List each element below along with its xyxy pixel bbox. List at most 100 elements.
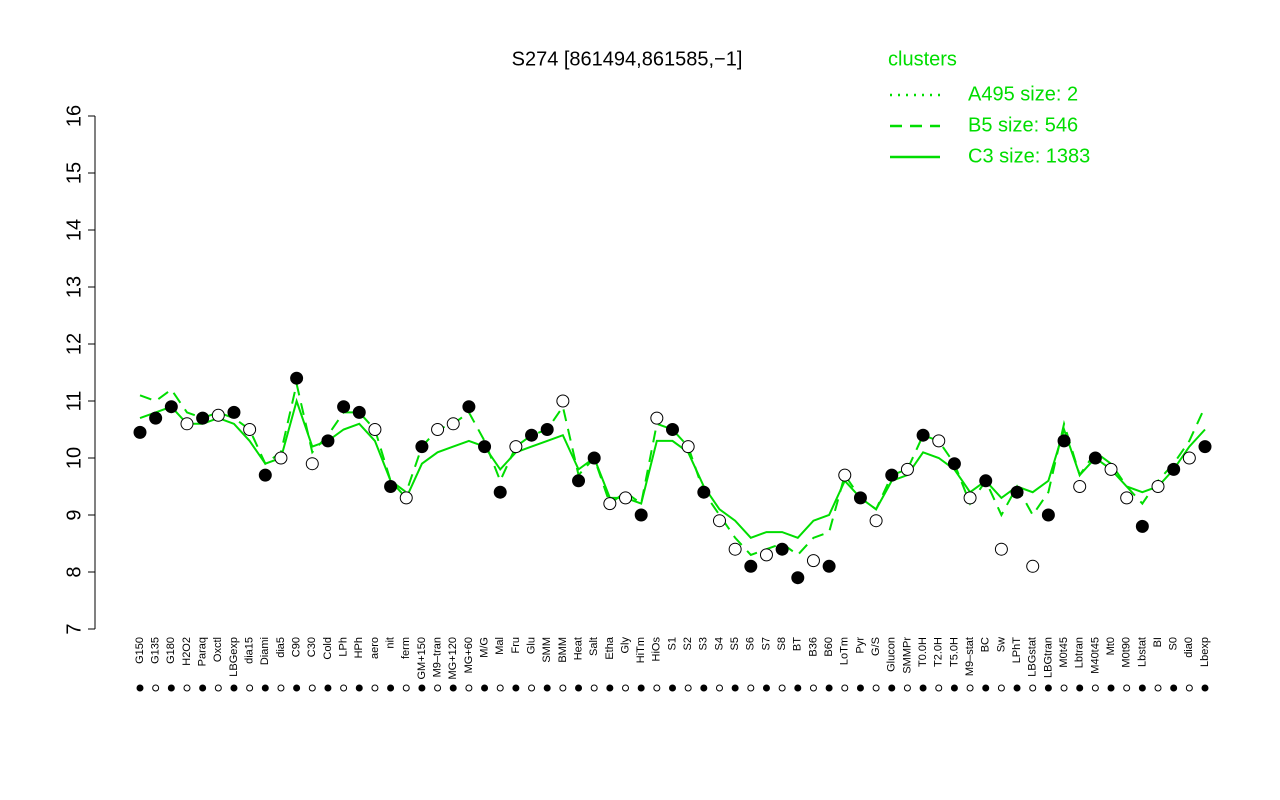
x-tick-dot [1107, 684, 1115, 692]
data-point [525, 428, 539, 442]
y-tick-label: 11 [63, 391, 85, 412]
x-tick-dot [575, 684, 583, 692]
x-tick-label: aero [369, 637, 381, 659]
data-point [556, 394, 570, 408]
x-tick-dot [684, 684, 692, 692]
data-point [1057, 434, 1071, 448]
data-point [1026, 559, 1040, 573]
x-tick-label: S3 [698, 637, 710, 650]
x-tick-label: LPh [338, 637, 350, 657]
x-tick-label: Mal [494, 637, 506, 655]
data-point [509, 440, 523, 454]
data-point [603, 497, 617, 511]
x-tick-label: Lbstat [1136, 637, 1148, 667]
x-tick-dot [246, 684, 254, 692]
x-tick-dot [637, 684, 645, 692]
x-tick-label: dia5 [275, 637, 287, 658]
data-point [853, 491, 867, 505]
x-tick-label: G/S [870, 637, 882, 656]
x-tick-label: M0t90 [1121, 637, 1133, 668]
y-tick-label: 7 [63, 623, 85, 634]
x-tick-label: Sw [995, 637, 1007, 652]
x-tick-label: MG+120 [447, 637, 459, 680]
x-tick-label: G150 [134, 637, 146, 664]
data-point [666, 423, 679, 436]
x-tick-dot [512, 684, 520, 692]
chart-title: S274 [861494,861585,−1] [512, 48, 743, 70]
x-tick-dot [402, 684, 410, 692]
x-tick-label: H2O2 [181, 637, 193, 666]
data-point [947, 457, 961, 471]
x-tick-dot [825, 684, 833, 692]
x-tick-dot [731, 684, 739, 692]
x-tick-label: M/G [478, 637, 490, 658]
x-tick-dot [1123, 684, 1131, 692]
x-tick-label: S1 [666, 637, 678, 650]
data-point [415, 440, 429, 454]
x-tick-dot [496, 684, 504, 692]
data-point [1151, 480, 1165, 493]
data-point [712, 514, 726, 528]
x-tick-dot [199, 684, 207, 692]
x-tick-dot [1029, 684, 1037, 692]
x-tick-label: S0 [1168, 637, 1180, 650]
x-tick-dot [888, 684, 896, 692]
x-tick-dot [809, 684, 817, 692]
x-tick-label: M9–stat [964, 637, 976, 676]
data-point [994, 542, 1008, 556]
x-tick-label: Etha [604, 636, 616, 660]
data-point [1120, 491, 1134, 505]
data-point [1041, 508, 1055, 522]
x-tick-label: HiOs [651, 637, 663, 662]
data-point [885, 468, 899, 482]
data-point [196, 411, 210, 425]
data-point [258, 468, 272, 482]
x-tick-dot [1138, 684, 1146, 692]
y-tick-label: 16 [63, 105, 85, 127]
data-point [337, 400, 351, 414]
x-tick-dot [214, 684, 222, 692]
x-tick-label: G180 [165, 637, 177, 664]
x-tick-dot [465, 684, 473, 692]
y-tick-label: 13 [63, 276, 85, 298]
y-tick-label: 9 [63, 509, 85, 520]
x-tick-dot [152, 684, 160, 692]
data-point [352, 405, 366, 419]
x-tick-dot [982, 684, 990, 692]
x-tick-dot [700, 684, 708, 692]
data-point [572, 474, 586, 488]
y-tick-label: 10 [63, 447, 85, 469]
x-tick-dot [762, 684, 770, 692]
data-point [634, 508, 648, 522]
x-tick-label: C90 [291, 637, 303, 657]
x-tick-dot [355, 684, 363, 692]
x-tick-dot [919, 684, 927, 692]
x-tick-dot [371, 684, 379, 692]
data-point [963, 491, 977, 505]
data-point [869, 514, 883, 528]
x-tick-label: T0.0H [917, 637, 929, 667]
y-tick-label: 8 [63, 566, 85, 577]
data-point [243, 423, 257, 436]
x-tick-dot [715, 684, 723, 692]
x-tick-label: C30 [306, 637, 318, 657]
x-tick-dot [997, 684, 1005, 692]
x-tick-dot [136, 684, 144, 692]
data-point [493, 485, 507, 499]
x-tick-label: Salt [588, 637, 600, 656]
x-tick-label: M40t45 [1089, 637, 1101, 674]
x-tick-dot [293, 684, 301, 692]
x-tick-label: LoTm [839, 637, 851, 665]
x-tick-label: S8 [776, 637, 788, 650]
x-tick-dot [559, 684, 567, 692]
x-tick-label: Cold [322, 637, 334, 660]
x-tick-dot [230, 684, 238, 692]
x-tick-dot [669, 684, 676, 692]
x-tick-label: BMM [557, 637, 569, 663]
x-tick-label: T5.0H [948, 637, 960, 667]
x-tick-label: Diami [259, 637, 271, 665]
data-point [211, 408, 225, 422]
data-point [164, 400, 178, 414]
